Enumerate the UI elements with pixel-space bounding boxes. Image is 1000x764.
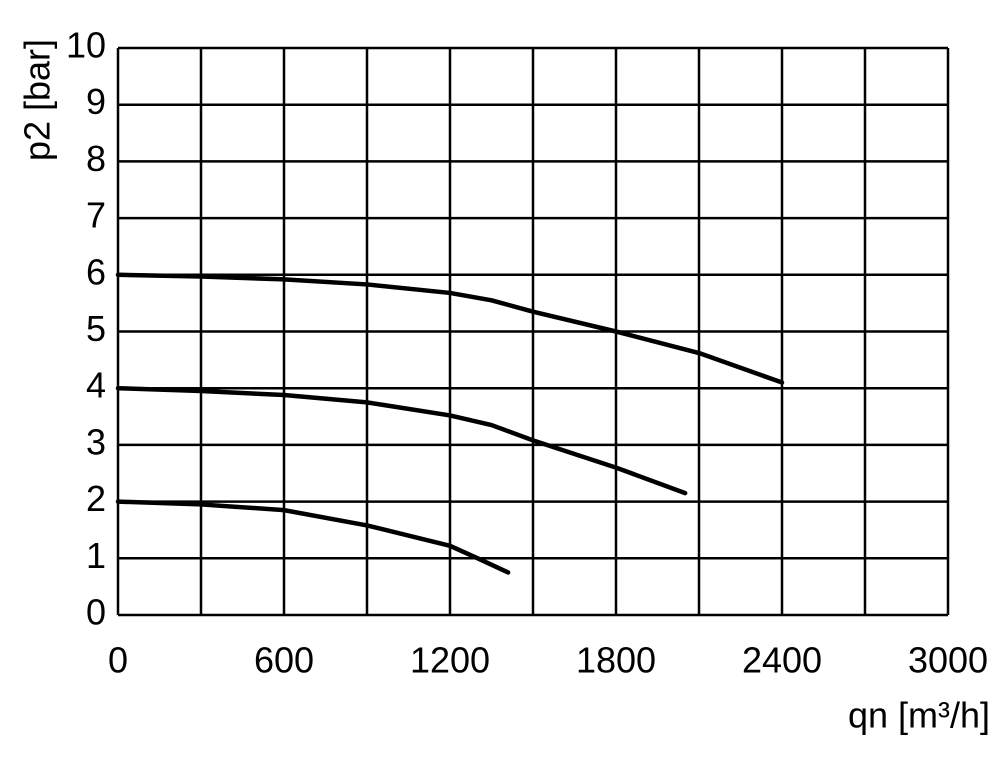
y-tick-label: 1	[86, 535, 106, 576]
y-axis-label: p2 [bar]	[17, 39, 58, 161]
curve	[115, 385, 688, 496]
x-tick-label: 2400	[742, 640, 822, 681]
x-tick-label: 1200	[410, 640, 490, 681]
y-tick-label: 2	[86, 478, 106, 519]
y-tick-label: 3	[86, 421, 106, 462]
y-tick-label: 0	[86, 592, 106, 633]
x-tick-label: 600	[254, 640, 314, 681]
y-tick-label: 5	[86, 308, 106, 349]
x-tick-label: 1800	[576, 640, 656, 681]
curve	[115, 272, 785, 385]
y-tick-label: 9	[86, 81, 106, 122]
x-axis-label: qn [m³/h]	[848, 695, 990, 736]
y-tick-label: 8	[86, 138, 106, 179]
x-tick-label: 3000	[908, 640, 988, 681]
y-tick-label: 10	[66, 25, 106, 66]
y-tick-label: 7	[86, 195, 106, 236]
y-tick-label: 4	[86, 365, 106, 406]
x-tick-label: 0	[108, 640, 128, 681]
curve	[115, 499, 511, 575]
y-tick-label: 6	[86, 251, 106, 292]
